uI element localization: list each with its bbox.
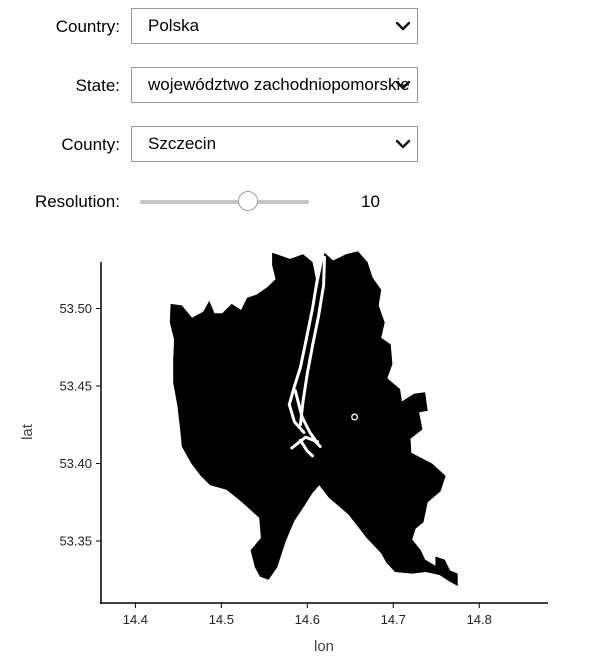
x-tick-label: 14.7 bbox=[381, 612, 406, 627]
country-label: Country: bbox=[55, 17, 120, 36]
map-chart: 14.4 14.5 14.6 14.7 14.8 53.35 53.40 53.45 53.5… bbox=[19, 251, 548, 655]
river-layer bbox=[287, 252, 326, 458]
y-ticks: 53.35 53.40 53.45 53.50 bbox=[59, 301, 101, 549]
river-channel bbox=[311, 437, 322, 448]
county-select[interactable]: Szczecin bbox=[131, 126, 418, 162]
state-select-value: województwo zachodniopomorskie bbox=[148, 75, 410, 94]
x-ticks: 14.4 14.5 14.6 14.7 14.8 bbox=[123, 603, 492, 627]
chevron-down-icon bbox=[395, 21, 411, 31]
y-tick-label: 53.50 bbox=[59, 301, 92, 316]
state-label: State: bbox=[75, 76, 120, 95]
resolution-row: Resolution: 10 bbox=[0, 183, 605, 221]
x-axis-label: lon bbox=[314, 638, 334, 655]
y-tick-label: 53.40 bbox=[59, 456, 92, 471]
county-select-value: Szczecin bbox=[148, 134, 217, 153]
resolution-slider-track[interactable] bbox=[140, 200, 309, 204]
river-channel bbox=[287, 403, 306, 434]
river-channel bbox=[298, 255, 326, 427]
location-marker bbox=[351, 413, 359, 421]
county-region-shape bbox=[169, 251, 458, 586]
country-row: Country: Polska bbox=[0, 8, 605, 46]
resolution-label: Resolution: bbox=[34, 192, 120, 211]
y-tick-label: 53.45 bbox=[59, 379, 92, 394]
river-channel bbox=[287, 252, 321, 407]
x-tick-label: 14.5 bbox=[209, 612, 234, 627]
x-tick-label: 14.4 bbox=[123, 612, 148, 627]
county-row: County: Szczecin bbox=[0, 126, 605, 164]
river-channel bbox=[298, 438, 314, 458]
country-select[interactable]: Polska bbox=[131, 8, 418, 44]
y-axis-label: lat bbox=[19, 423, 36, 440]
resolution-value: 10 bbox=[361, 192, 380, 211]
region-layer bbox=[169, 251, 458, 586]
state-select[interactable]: województwo zachodniopomorskie bbox=[131, 67, 418, 103]
x-tick-label: 14.8 bbox=[467, 612, 492, 627]
chevron-down-icon bbox=[395, 80, 411, 90]
country-select-value: Polska bbox=[148, 16, 200, 35]
chevron-down-icon bbox=[395, 139, 411, 149]
state-row: State: województwo zachodniopomorskie bbox=[0, 67, 605, 105]
resolution-slider-thumb[interactable] bbox=[238, 191, 259, 211]
x-tick-label: 14.6 bbox=[295, 612, 320, 627]
county-label: County: bbox=[61, 135, 120, 154]
y-tick-label: 53.35 bbox=[59, 534, 92, 549]
marker-layer bbox=[351, 413, 359, 421]
